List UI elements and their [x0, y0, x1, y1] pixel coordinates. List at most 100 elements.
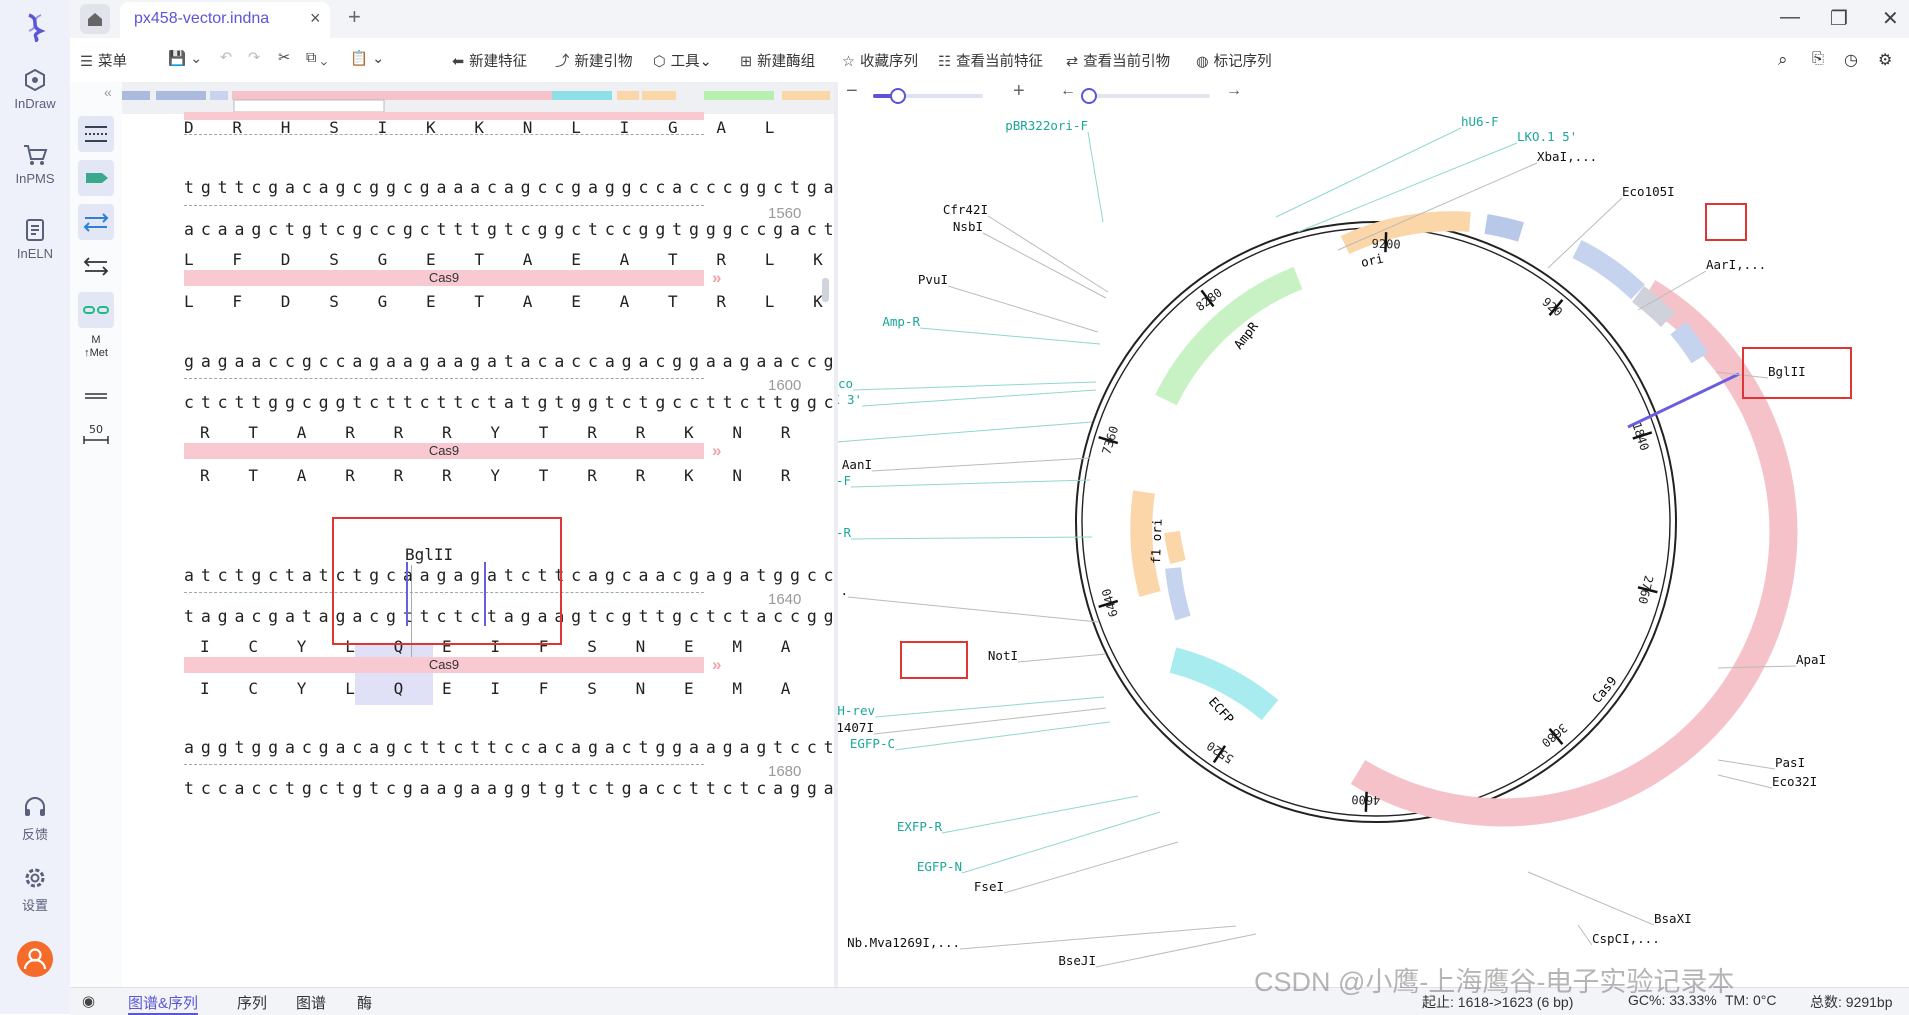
- tools-dropdown[interactable]: ⬡ 工具⌄: [653, 54, 712, 70]
- rail-inpms[interactable]: InPMS: [0, 143, 70, 186]
- map-tick: [1098, 436, 1119, 445]
- tab-map-and-sequence[interactable]: 图谱&序列: [128, 992, 199, 1015]
- ori-feature-arc: [1340, 211, 1471, 255]
- lines-icon: [85, 126, 107, 142]
- zoom-slider-handle[interactable]: [890, 88, 906, 104]
- close-tab-icon[interactable]: ×: [310, 8, 321, 28]
- favorite-seq-button[interactable]: ☆ 收藏序列: [842, 50, 918, 71]
- tab-map[interactable]: 图谱: [296, 995, 327, 1012]
- home-tab[interactable]: [80, 4, 110, 34]
- new-primer-button[interactable]: ⤴ 新建引物: [555, 50, 633, 71]
- label-leader-line: [852, 381, 1097, 391]
- chevron-right-icon: »: [712, 268, 722, 287]
- window-close-icon[interactable]: ✕: [1882, 8, 1899, 30]
- strand-tool[interactable]: [78, 204, 114, 240]
- top-strand[interactable]: aggtggacgacagcttcttccacagactggaagagtcctt: [184, 738, 834, 757]
- map-tick: [1384, 232, 1388, 253]
- history-icon[interactable]: ◷: [1844, 52, 1858, 69]
- label-leader-line: [1637, 270, 1707, 311]
- app-logo[interactable]: [0, 12, 70, 46]
- toolbar: ☰ 菜单 💾 ⌄ ↶ ↷ ✂ ⧉ ⌄ 📋 ⌄ ⬅ 新建特征 ⤴ 新建引物 ⬡ 工具⌄ ⊞…: [70, 38, 1909, 83]
- top-strand[interactable]: atctgctatctgcaagagatcttcagcaacgagatggcca: [184, 566, 834, 585]
- top-strand[interactable]: gagaaccgccagaagaagatacaccagacggaagaaccgg: [184, 352, 834, 371]
- plasmid-map[interactable]: 920092018402760368046005520644073608280 …: [838, 82, 1909, 987]
- copy-icon[interactable]: ⧉ ⌄: [306, 50, 328, 66]
- ruler-tool[interactable]: 50: [78, 412, 114, 448]
- redo-icon[interactable]: ↷: [248, 50, 261, 66]
- bottom-strand[interactable]: ctcttggcggtcttcttctatgtggtctgccttcttggcc: [184, 393, 834, 412]
- rail-ineln-label: InELN: [16, 246, 54, 261]
- line-tool[interactable]: [78, 378, 114, 414]
- undo-icon[interactable]: ↶: [220, 50, 233, 66]
- collapse-icon[interactable]: «: [104, 84, 112, 100]
- rail-indraw[interactable]: InDraw: [0, 68, 70, 111]
- cas9-feature-bar[interactable]: Cas9: [184, 657, 704, 673]
- label-leader-line: [894, 721, 1111, 751]
- f1-ori-feature-arc: [1130, 490, 1161, 597]
- tab-sequence[interactable]: 序列: [237, 995, 268, 1012]
- rotate-slider-track[interactable]: [1082, 94, 1210, 98]
- top-strand[interactable]: tgttcgacagcggcgaaacagccgaggccacccggctgaa: [184, 178, 834, 197]
- document-tab[interactable]: px458-vector.indna ×: [120, 2, 330, 38]
- map-site-label: EGFP-C: [850, 736, 895, 751]
- site-leader-line: [411, 565, 412, 661]
- user-avatar[interactable]: [0, 940, 70, 982]
- view-features-button[interactable]: ☷ 查看当前特征: [938, 50, 1043, 71]
- map-site-label: PvuI: [918, 272, 948, 287]
- bottom-strand[interactable]: tccacctgctgtcgaagaaggtgtctgaccttctcaggaa: [184, 779, 834, 798]
- view-primers-button[interactable]: ⇄ 查看当前引物: [1066, 50, 1170, 71]
- small-feature-arc: [1670, 321, 1709, 364]
- label-leader-line: [941, 795, 1139, 834]
- rail-ineln[interactable]: InELN: [0, 218, 70, 261]
- paste-icon[interactable]: 📋 ⌄: [350, 51, 385, 67]
- rotate-right-icon[interactable]: →: [1226, 82, 1242, 99]
- arrows-icon: [83, 257, 109, 276]
- zoom-in-icon[interactable]: +: [1013, 82, 1025, 102]
- cut-icon[interactable]: ✂: [278, 50, 291, 66]
- map-tick-label: 8280: [1193, 285, 1225, 314]
- eye-icon[interactable]: ◉: [82, 993, 96, 1010]
- small-feature-arc: [1164, 530, 1186, 565]
- primer-tool[interactable]: [78, 292, 114, 328]
- aa-translation-line: R T A R R R Y T R R K N R: [200, 423, 797, 442]
- minimize-icon[interactable]: —: [1780, 6, 1800, 28]
- tab-enzyme[interactable]: 酶: [357, 995, 373, 1012]
- rail-feedback[interactable]: 反馈: [0, 796, 70, 843]
- cas9-feature-bar[interactable]: Cas9: [184, 443, 704, 459]
- sequence-panel: D R H S I K K N L I G A L tgttcgacagcggc…: [122, 82, 834, 987]
- sequence-overview-strip[interactable]: [122, 82, 834, 114]
- rail-settings[interactable]: 设置: [0, 865, 70, 914]
- bookmark-icon[interactable]: ⎘: [1812, 50, 1825, 67]
- zoom-slider-track[interactable]: [873, 94, 983, 98]
- map-site-label: Nb.Mva1269I,...: [847, 935, 960, 950]
- bottom-strand[interactable]: acaagctgtcgccgctttgtcggctccggtgggccgactt: [184, 220, 834, 239]
- cas9-feature-bar[interactable]: Cas9: [184, 270, 704, 286]
- label-leader-line: [1717, 665, 1797, 669]
- new-enzyme-group-button[interactable]: ⊞ 新建酶组: [740, 50, 815, 71]
- bglii-site-label[interactable]: BglII: [405, 545, 454, 564]
- restore-icon[interactable]: ❐: [1830, 8, 1848, 30]
- bottom-strand[interactable]: tagacgatagacgttctctagaagtcgttgctctaccggt: [184, 607, 834, 626]
- save-icon[interactable]: 💾 ⌄: [168, 51, 203, 67]
- methylation-tool[interactable]: M ↑Met: [84, 334, 108, 359]
- feature-bar-partial[interactable]: [184, 112, 704, 120]
- rotate-slider-handle[interactable]: [1081, 88, 1097, 104]
- new-feature-button[interactable]: ⬅ 新建特征: [452, 50, 527, 71]
- new-tab-button[interactable]: +: [348, 4, 361, 29]
- settings-icon[interactable]: ⚙: [1878, 52, 1893, 69]
- feature-toggle-tool[interactable]: [78, 160, 114, 196]
- label-leader-line: [1527, 871, 1655, 926]
- translate-tool[interactable]: [78, 248, 114, 284]
- map-tick: [1098, 599, 1119, 608]
- rotate-left-icon[interactable]: ←: [1060, 82, 1076, 99]
- panel-splitter[interactable]: [834, 82, 838, 987]
- menu-button[interactable]: ☰ 菜单: [80, 50, 127, 71]
- position-ruler: [184, 756, 704, 765]
- mark-seq-button[interactable]: ◍ 标记序列: [1196, 50, 1272, 71]
- search-icon[interactable]: ⌕: [1778, 50, 1788, 69]
- scrollbar-thumb[interactable]: [822, 278, 829, 302]
- zoom-out-icon[interactable]: −: [846, 82, 858, 102]
- aa-translation-line: L F D S G E T A E A T R L K: [184, 292, 830, 311]
- align-tool[interactable]: [78, 116, 114, 152]
- map-site-label: F1ori-F: [838, 473, 851, 488]
